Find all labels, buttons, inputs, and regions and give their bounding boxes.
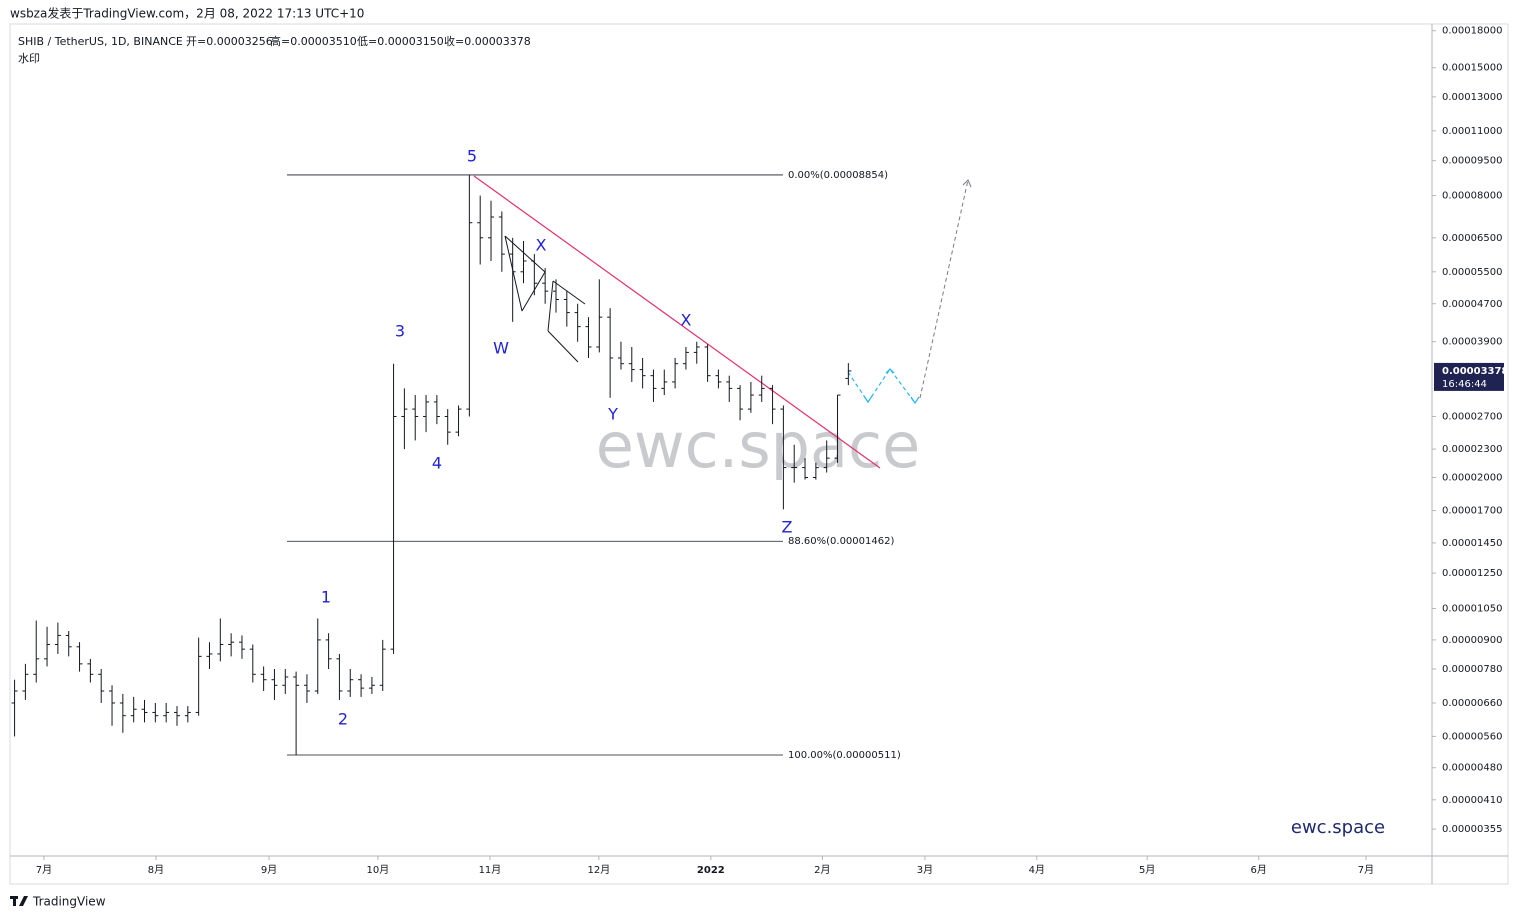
- footer-logo: [10, 896, 28, 906]
- x-tick-label: 6月: [1251, 864, 1267, 876]
- y-tick-label: 0.00002000: [1442, 473, 1502, 484]
- y-tick-label: 0.00000480: [1442, 763, 1502, 774]
- x-tick-label: 11月: [479, 864, 502, 876]
- wave-label: Y: [607, 405, 618, 424]
- y-tick-label: 0.00013000: [1442, 92, 1502, 103]
- x-tick-label: 7月: [1358, 864, 1374, 876]
- x-tick-label: 4月: [1029, 864, 1045, 876]
- last-price-box: [1434, 362, 1504, 391]
- trendline: [473, 175, 881, 469]
- y-tick-label: 0.00004700: [1442, 299, 1502, 310]
- wave-label: 1: [321, 588, 331, 607]
- target-arrow: [962, 179, 972, 188]
- x-tick-label: 9月: [261, 864, 277, 876]
- publish-line: wsbza发表于TradingView.com，2月 08, 2022 17:1…: [10, 6, 364, 21]
- header-high: 高=0.00003510: [270, 34, 357, 48]
- x-tick-label: 8月: [148, 864, 164, 876]
- y-tick-label: 0.00000780: [1442, 664, 1502, 675]
- wave-label: W: [493, 339, 509, 358]
- y-tick-label: 0.00011000: [1442, 126, 1502, 137]
- y-tick-label: 0.00001250: [1442, 568, 1502, 579]
- y-tick-label: 0.00000355: [1442, 824, 1502, 835]
- header-low: 低=0.00003150: [357, 35, 444, 48]
- wedges: [504, 235, 586, 363]
- y-tick-label: 0.00001050: [1442, 604, 1502, 615]
- y-tick-label: 0.00000410: [1442, 795, 1502, 806]
- last-price-label: 0.00003378: [1442, 366, 1508, 377]
- x-tick-label: 10月: [366, 864, 389, 876]
- y-tick-label: 0.00002300: [1442, 444, 1502, 455]
- wave-label: X: [536, 236, 547, 255]
- x-tick-label: 5月: [1139, 864, 1155, 876]
- wave-label: 4: [432, 454, 442, 473]
- fib-label: 0.00%(0.00008854): [788, 170, 888, 181]
- y-tick-label: 0.00005500: [1442, 267, 1502, 278]
- x-tick-label: 12月: [588, 864, 611, 876]
- y-tick-label: 0.00008000: [1442, 191, 1502, 202]
- footer: TradingView: [32, 895, 106, 909]
- y-tick-label: 0.00003900: [1442, 337, 1502, 348]
- brand: ewc.space: [1291, 817, 1385, 838]
- wave-label: 2: [338, 710, 348, 729]
- wave-label: 5: [467, 147, 477, 166]
- y-tick-label: 0.00009500: [1442, 156, 1502, 167]
- y-tick-label: 0.00006500: [1442, 233, 1502, 244]
- wave-label: 3: [395, 322, 405, 341]
- header-close: 收=0.00003378: [444, 34, 531, 48]
- projection: [847, 367, 916, 404]
- y-tick-label: 0.00001450: [1442, 538, 1502, 549]
- y-tick-label: 0.00001700: [1442, 506, 1502, 517]
- x-tick-label: 7月: [36, 864, 52, 876]
- x-tick-label: 3月: [917, 864, 933, 876]
- wave-label: Z: [782, 518, 793, 537]
- countdown: 16:46:44: [1442, 379, 1487, 390]
- watermark: ewc.space: [596, 409, 921, 482]
- x-tick-label: 2月: [814, 864, 830, 876]
- target-path: [919, 179, 969, 399]
- projection-arrows: [863, 368, 920, 405]
- indicator-label: 水印: [18, 52, 40, 65]
- y-tick-label: 0.00000900: [1442, 635, 1502, 646]
- symbol: SHIB / TetherUS, 1D, BINANCE: [18, 35, 183, 48]
- y-tick-label: 0.00000660: [1442, 698, 1502, 709]
- fib-label: 100.00%(0.00000511): [788, 750, 901, 761]
- wave-label: X: [681, 311, 692, 330]
- y-tick-label: 0.00015000: [1442, 63, 1502, 74]
- y-tick-label: 0.00018000: [1442, 26, 1502, 37]
- header-open: 开=0.00003256: [186, 35, 273, 48]
- y-tick-label: 0.00002700: [1442, 411, 1502, 422]
- fib-label: 88.60%(0.00001462): [788, 536, 894, 547]
- x-tick-label: 2022: [697, 865, 725, 876]
- frame: [9, 23, 1509, 885]
- y-tick-label: 0.00000560: [1442, 731, 1502, 742]
